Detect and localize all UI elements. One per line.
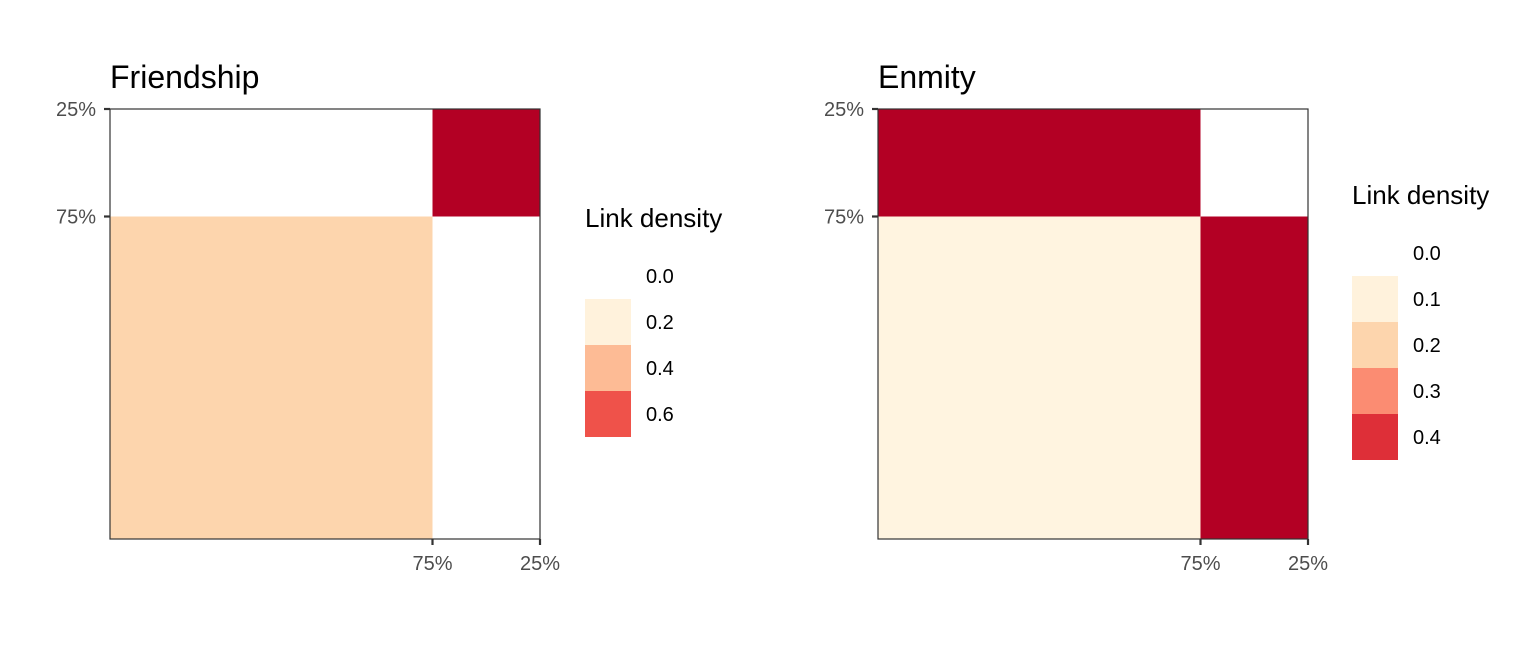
y-tick-label: 75% xyxy=(824,207,864,229)
plot-frame xyxy=(109,108,541,540)
x-tick-label: 25% xyxy=(1288,553,1328,575)
legend-label: 0.2 xyxy=(646,312,674,334)
legend-label: 0.3 xyxy=(1413,381,1441,403)
legend-label: 0.4 xyxy=(646,358,674,380)
heatmap-block xyxy=(110,216,433,539)
legend-swatch xyxy=(585,299,631,345)
y-tick-label: 75% xyxy=(56,207,96,229)
legend-label: 0.1 xyxy=(1413,289,1441,311)
legend-label: 0.4 xyxy=(1413,427,1441,449)
legend-title: Link density xyxy=(1352,180,1489,210)
chart-panel-1: Enmity 25% 75% 75% 25% Link density 0.0 0.1 0.2 0… xyxy=(824,59,1489,575)
legend-label: 0.0 xyxy=(1413,243,1441,265)
legend: Link density 0.0 0.2 0.4 0.6 xyxy=(585,203,722,437)
legend-swatch xyxy=(585,253,631,299)
legend-swatch xyxy=(1352,414,1398,460)
heatmap-block xyxy=(1200,216,1308,539)
legend-swatch xyxy=(585,345,631,391)
legend-swatch xyxy=(1352,368,1398,414)
legend-swatch xyxy=(1352,230,1398,276)
chart-title: Enmity xyxy=(878,59,976,95)
legend-swatch xyxy=(1352,322,1398,368)
heatmap-block xyxy=(432,216,540,539)
legend-label: 0.2 xyxy=(1413,335,1441,357)
heatmap-block xyxy=(1200,109,1308,217)
chart-panel-0: Friendship 25% 75% 75% 25% Link density 0.0 0.2… xyxy=(56,59,722,575)
legend-swatch xyxy=(585,391,631,437)
legend-swatch xyxy=(1352,276,1398,322)
heatmap-block xyxy=(878,216,1201,539)
legend: Link density 0.0 0.1 0.2 0.3 0.4 xyxy=(1352,180,1489,460)
heatmap-block xyxy=(432,109,540,217)
x-tick-label: 25% xyxy=(520,553,560,575)
x-tick-label: 75% xyxy=(1180,553,1220,575)
x-tick-label: 75% xyxy=(412,553,452,575)
plot-frame xyxy=(877,108,1309,540)
legend-label: 0.6 xyxy=(646,404,674,426)
y-tick-label: 25% xyxy=(56,99,96,121)
heatmap-block xyxy=(110,109,433,217)
heatmap-block xyxy=(878,109,1201,217)
chart-title: Friendship xyxy=(110,59,259,95)
y-tick-label: 25% xyxy=(824,99,864,121)
legend-title: Link density xyxy=(585,203,722,233)
legend-label: 0.0 xyxy=(646,266,674,288)
